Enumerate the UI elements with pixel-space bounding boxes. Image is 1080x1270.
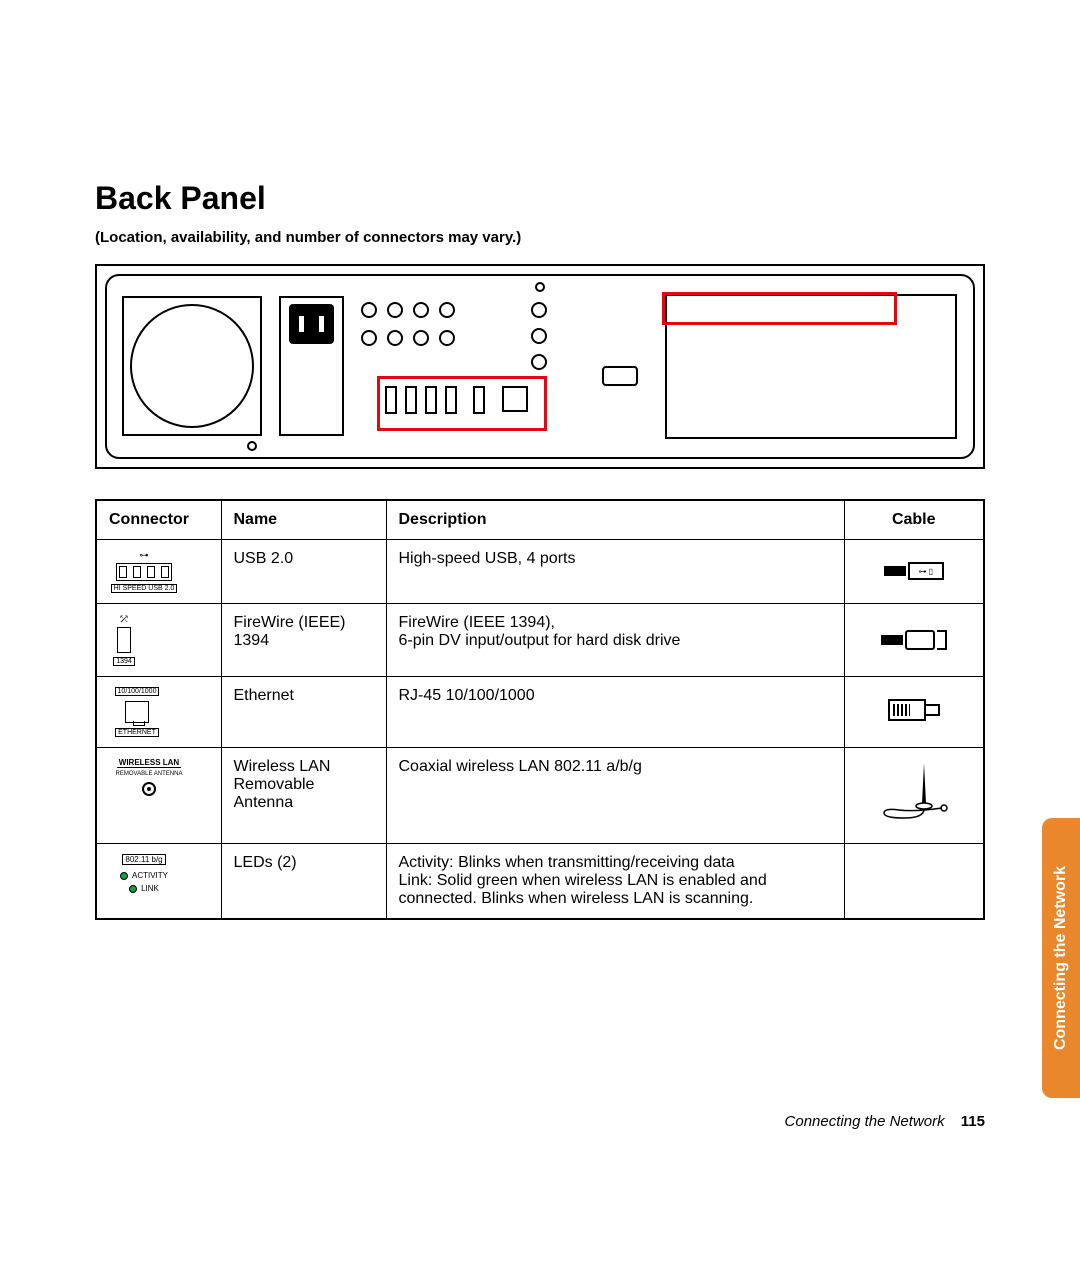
- desc-cell: High-speed USB, 4 ports: [386, 540, 844, 604]
- connector-cell: 802.11 b/g ACTIVITY LINK: [96, 844, 221, 920]
- usb-connector-icon: ⊶ HI SPEED USB 2.0: [109, 550, 179, 593]
- name-cell: LEDs (2): [221, 844, 386, 920]
- usb-cable-icon: ⊶ ▯: [884, 562, 944, 580]
- desc-cell: Coaxial wireless LAN 802.11 a/b/g: [386, 748, 844, 844]
- connector-table: Connector Name Description Cable ⊶ HI SP…: [95, 499, 985, 920]
- footer-section: Connecting the Network: [785, 1113, 945, 1130]
- col-description: Description: [386, 500, 844, 540]
- usb-ports-icon: [385, 386, 485, 414]
- name-cell: Ethernet: [221, 677, 386, 748]
- connector-cell: WIRELESS LAN REMOVABLE ANTENNA: [96, 748, 221, 844]
- ac-plug-icon: [289, 304, 334, 344]
- section-tab: Connecting the Network: [1042, 818, 1080, 1098]
- antenna-cable-icon: [874, 815, 954, 832]
- page-subtitle: (Location, availability, and number of c…: [95, 229, 985, 246]
- table-row: ⊶ HI SPEED USB 2.0 USB 2.0 High-speed US…: [96, 540, 984, 604]
- col-connector: Connector: [96, 500, 221, 540]
- desc-cell: Activity: Blinks when transmitting/recei…: [386, 844, 844, 920]
- firewire-cable-icon: [881, 630, 947, 650]
- table-row: WIRELESS LAN REMOVABLE ANTENNA Wireless …: [96, 748, 984, 844]
- ethernet-port-icon: [502, 386, 528, 412]
- footer-page-number: 115: [961, 1113, 985, 1130]
- name-cell: USB 2.0: [221, 540, 386, 604]
- desc-cell: RJ-45 10/100/1000: [386, 677, 844, 748]
- audio-pre-out: [355, 296, 495, 371]
- ethernet-connector-icon: 10/100/1000 ETHERNET: [109, 687, 165, 737]
- connector-cell: ⤱ 1394: [96, 604, 221, 677]
- ethernet-cable-icon: [888, 699, 940, 721]
- vga-port: [602, 366, 638, 386]
- table-row: ⤱ 1394 FireWire (IEEE) 1394 FireWire (IE…: [96, 604, 984, 677]
- col-cable: Cable: [844, 500, 984, 540]
- table-row: 10/100/1000 ETHERNET Ethernet RJ-45 10/1…: [96, 677, 984, 748]
- connector-cell: ⊶ HI SPEED USB 2.0: [96, 540, 221, 604]
- wlan-connector-icon: WIRELESS LAN REMOVABLE ANTENNA: [109, 758, 189, 796]
- name-cell: FireWire (IEEE) 1394: [221, 604, 386, 677]
- cable-cell: [844, 677, 984, 748]
- cable-cell: [844, 844, 984, 920]
- leds-connector-icon: 802.11 b/g ACTIVITY LINK: [109, 854, 179, 894]
- page-footer: Connecting the Network 115: [785, 1113, 985, 1130]
- cable-cell: [844, 604, 984, 677]
- back-panel-diagram: [95, 264, 985, 469]
- name-cell: Wireless LAN Removable Antenna: [221, 748, 386, 844]
- table-row: 802.11 b/g ACTIVITY LINK LEDs (2) Activi…: [96, 844, 984, 920]
- cable-cell: [844, 748, 984, 844]
- col-name: Name: [221, 500, 386, 540]
- connector-cell: 10/100/1000 ETHERNET: [96, 677, 221, 748]
- highlight-wlan: [662, 292, 897, 325]
- cable-cell: ⊶ ▯: [844, 540, 984, 604]
- firewire-connector-icon: ⤱ 1394: [109, 614, 139, 666]
- desc-cell: FireWire (IEEE 1394), 6-pin DV input/out…: [386, 604, 844, 677]
- fan-vent: [122, 296, 262, 436]
- page-title: Back Panel: [95, 180, 985, 217]
